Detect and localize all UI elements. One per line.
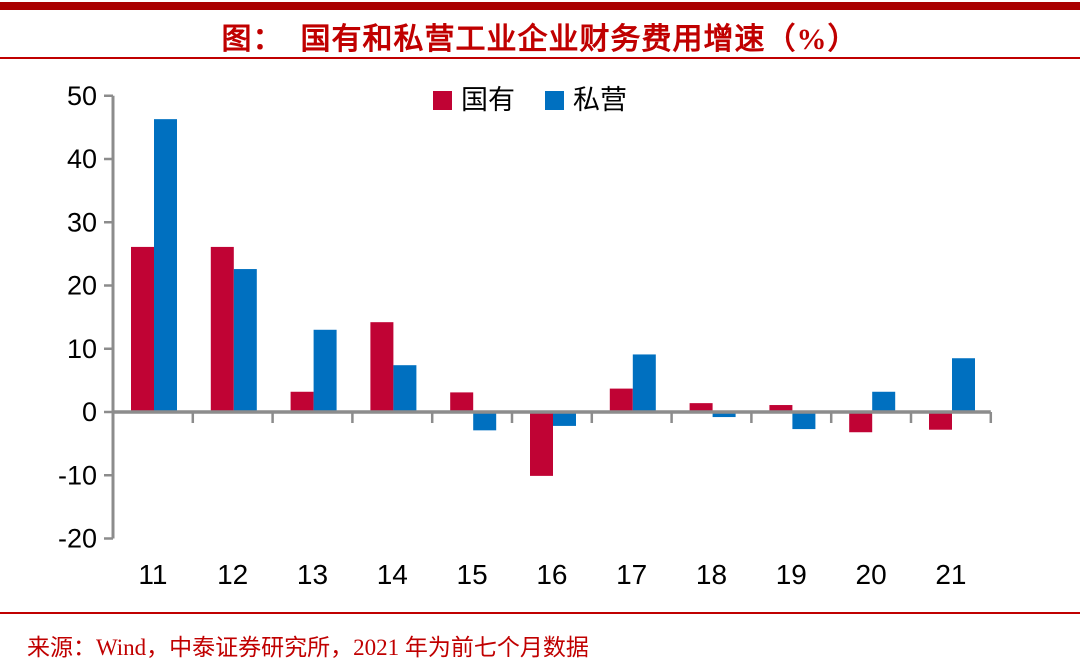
x-tick-label: 11 — [138, 559, 167, 590]
source-note: 来源：Wind，中泰证券研究所，2021 年为前七个月数据 — [27, 635, 589, 660]
x-tick-label: 21 — [935, 559, 966, 590]
bar-private-14 — [393, 365, 417, 412]
x-tick-label: 19 — [776, 559, 807, 590]
legend-label-private: 私营 — [573, 85, 627, 115]
bar-soe-16 — [530, 412, 553, 476]
bar-soe-14 — [370, 322, 394, 412]
bar-soe-19 — [769, 405, 793, 412]
y-tick-label: -10 — [58, 460, 97, 490]
y-tick-label: 10 — [67, 334, 97, 364]
bar-soe-12 — [210, 246, 234, 412]
bar-soe-20 — [849, 412, 873, 433]
y-tick-label: 20 — [67, 271, 97, 301]
y-tick-label: 50 — [67, 81, 97, 111]
legend-label-soe: 国有 — [461, 85, 515, 115]
top-accent-bar — [0, 2, 1080, 10]
bar-private-17 — [632, 354, 656, 412]
private-color-swatch — [545, 91, 564, 110]
chart-legend: 国有 私营 — [433, 87, 627, 114]
x-tick-label: 12 — [217, 559, 248, 590]
x-tick-label: 17 — [616, 559, 647, 590]
bar-soe-11 — [131, 246, 154, 412]
x-tick-label: 14 — [377, 559, 408, 590]
bar-soe-15 — [450, 392, 474, 412]
soe-color-swatch — [433, 91, 452, 110]
bar-private-16 — [553, 412, 576, 426]
bar-private-20 — [872, 391, 896, 412]
bar-private-21 — [952, 358, 975, 412]
y-tick-label: -20 — [58, 524, 97, 554]
bar-private-11 — [154, 119, 177, 412]
footer-divider — [0, 612, 1080, 614]
y-tick-label: 40 — [67, 144, 97, 174]
y-tick-label: 30 — [67, 207, 97, 237]
bar-soe-13 — [290, 391, 314, 412]
bar-soe-18 — [689, 403, 713, 412]
bar-soe-17 — [609, 388, 633, 412]
bar-private-19 — [792, 412, 816, 430]
page-title: 图： 国有和私营工业企业财务费用增速（%） — [221, 23, 859, 56]
x-tick-label: 20 — [856, 559, 887, 590]
x-tick-label: 18 — [696, 559, 727, 590]
x-tick-label: 15 — [457, 559, 488, 590]
bar-private-12 — [233, 269, 257, 412]
title-divider — [0, 57, 1080, 59]
x-tick-label: 13 — [297, 559, 328, 590]
bar-private-15 — [473, 412, 497, 431]
bar-soe-21 — [929, 412, 952, 430]
bar-private-18 — [712, 412, 736, 418]
x-tick-label: 16 — [536, 559, 567, 590]
y-tick-label: 0 — [82, 397, 97, 427]
legend-item-private: 私营 — [545, 87, 627, 114]
bar-private-13 — [313, 329, 337, 412]
legend-item-soe: 国有 — [433, 87, 515, 114]
